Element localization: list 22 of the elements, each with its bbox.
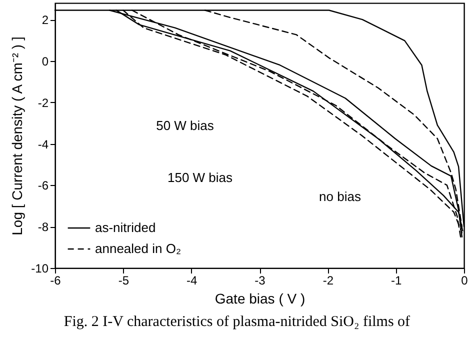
y-tick-label: -6 — [38, 178, 49, 193]
y-axis-title: Log [ Current density ( A cm⁻² ) ] — [9, 36, 26, 236]
annotation: no bias — [319, 189, 362, 204]
x-tick-label: -5 — [118, 274, 130, 288]
y-tick-label: -2 — [38, 96, 49, 110]
caption: Fig. 2 I-V characteristics of plasma-nitrided SiO₂ films of — [62, 314, 412, 331]
x-tick-label: -6 — [50, 274, 62, 288]
x-tick-label: -4 — [186, 274, 198, 288]
annotation: 50 W bias — [156, 118, 214, 133]
x-axis-title: Gate bias ( V ) — [214, 290, 306, 306]
legend-label: as-nitrided — [95, 220, 156, 235]
y-tick-label: -8 — [38, 220, 49, 234]
y-tick-label: 0 — [42, 54, 49, 68]
x-tick-label: -3 — [254, 274, 266, 288]
legend-label: annealed in O₂ — [95, 241, 181, 256]
x-tick-label: 0 — [461, 274, 468, 288]
x-tick-label: -1 — [390, 274, 402, 288]
x-tick-label: -2 — [322, 274, 334, 288]
y-tick-label: -10 — [31, 262, 49, 276]
annotation: 150 W bias — [167, 170, 234, 185]
y-tick-label: -4 — [38, 137, 49, 152]
y-tick-label: 2 — [42, 13, 49, 28]
